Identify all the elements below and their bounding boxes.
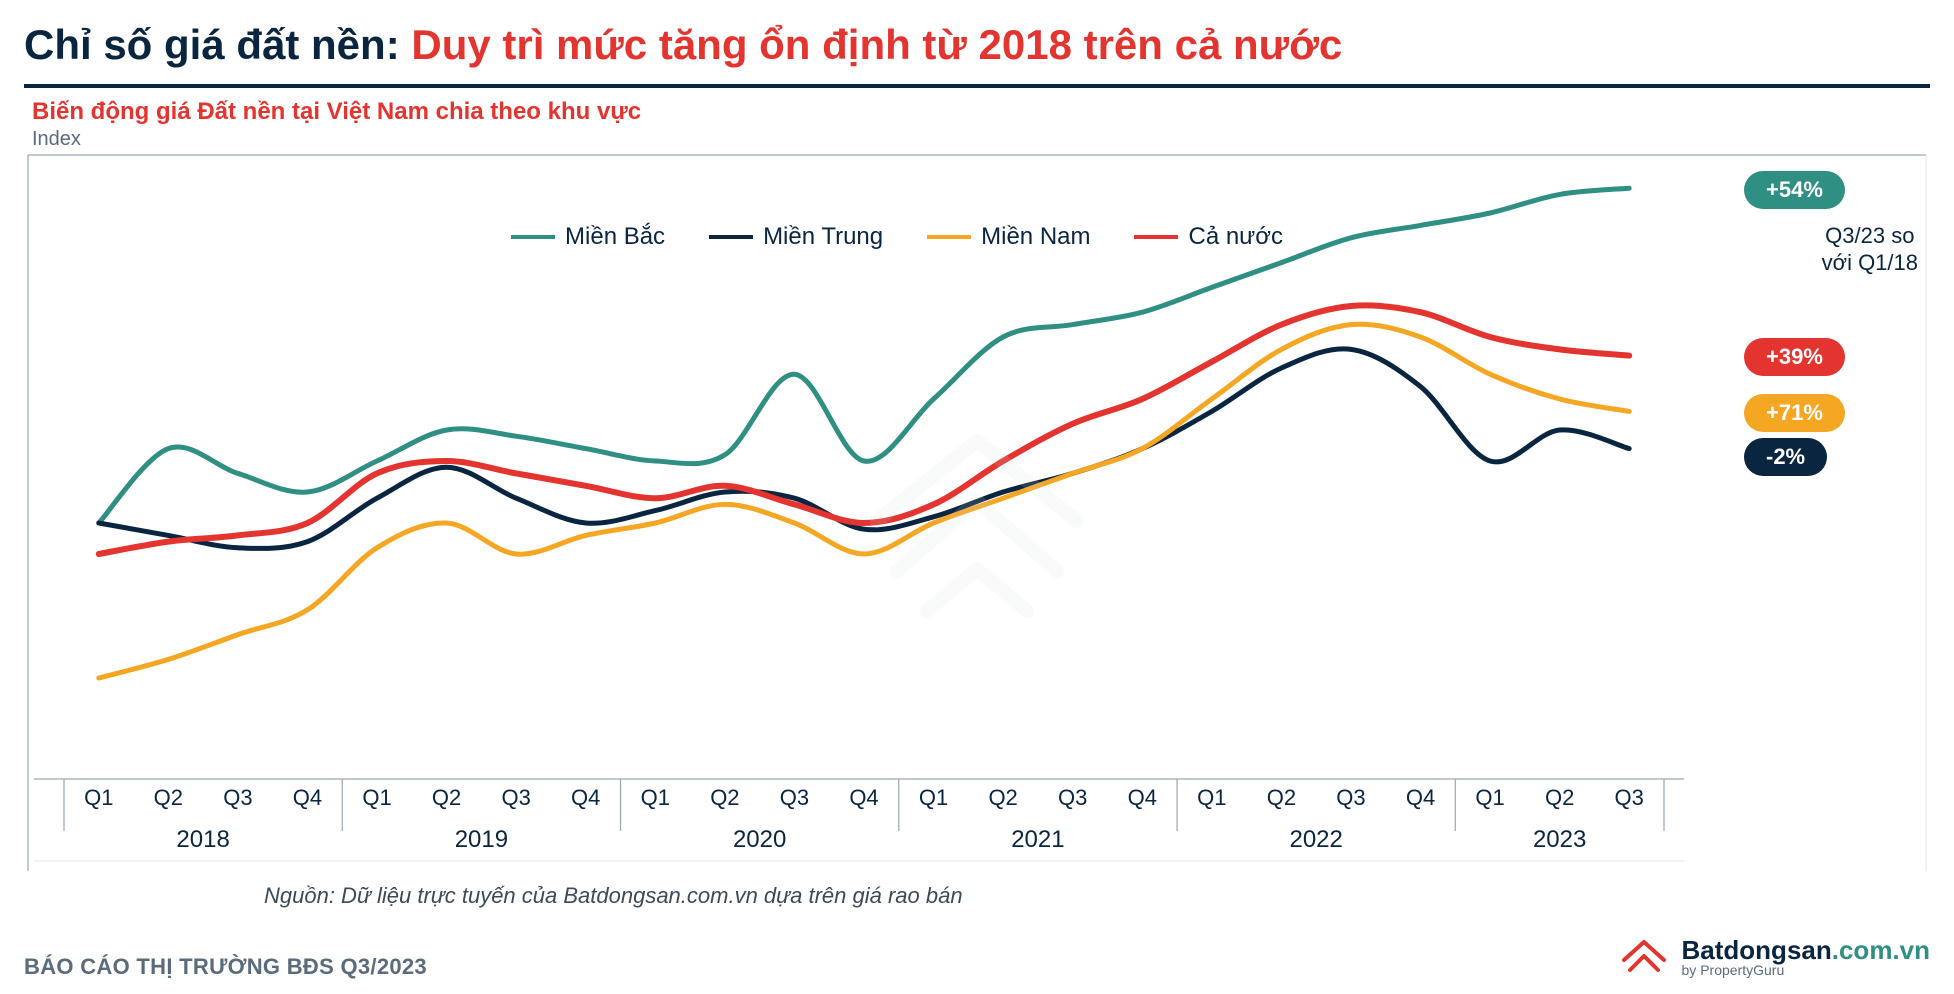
- brand-main: Batdongsan: [1682, 935, 1832, 965]
- comparison-note-l2: với Q1/18: [1822, 250, 1918, 276]
- xaxis-year: 2018: [176, 826, 229, 853]
- xaxis-quarter: Q2: [154, 785, 183, 810]
- legend-item-south: Miền Nam: [927, 223, 1090, 251]
- legend-item-central: Miền Trung: [709, 223, 883, 251]
- xaxis-quarter: Q3: [1336, 785, 1365, 810]
- comparison-note-l1: Q3/23 so: [1822, 223, 1918, 249]
- change-badge-central: -2%: [1744, 438, 1827, 476]
- source-note: Nguồn: Dữ liệu trực tuyến của Batdongsan…: [264, 883, 1930, 909]
- xaxis-quarter: Q1: [1475, 785, 1504, 810]
- title-rule: [24, 84, 1930, 88]
- xaxis-quarter: Q1: [362, 785, 391, 810]
- xaxis-quarter: Q1: [1197, 785, 1226, 810]
- xaxis-quarter: Q3: [223, 785, 252, 810]
- xaxis-quarter: Q4: [571, 785, 600, 810]
- xaxis-year: 2020: [733, 826, 786, 853]
- change-badge-north: +54%: [1744, 171, 1845, 209]
- legend-swatch: [927, 235, 971, 239]
- title-prefix: Chỉ số giá đất nền:: [24, 21, 411, 68]
- xaxis-quarter: Q2: [1267, 785, 1296, 810]
- xaxis-quarter: Q1: [919, 785, 948, 810]
- legend-item-nation: Cả nước: [1134, 223, 1283, 251]
- legend-label: Cả nước: [1188, 223, 1283, 251]
- xaxis-quarter: Q4: [1128, 785, 1157, 810]
- brand-suffix: .com.vn: [1832, 935, 1930, 965]
- xaxis-quarter: Q1: [641, 785, 670, 810]
- brand-name: Batdongsan.com.vn: [1682, 937, 1930, 963]
- xaxis-quarter: Q1: [84, 785, 113, 810]
- legend-swatch: [709, 235, 753, 239]
- xaxis-quarter: Q4: [293, 785, 322, 810]
- change-badge-south: +71%: [1744, 394, 1845, 432]
- xaxis-year: 2022: [1289, 826, 1342, 853]
- xaxis-quarter: Q3: [1615, 785, 1644, 810]
- xaxis-quarter: Q3: [780, 785, 809, 810]
- legend-label: Miền Trung: [763, 223, 883, 251]
- brand-block: Batdongsan.com.vn by PropertyGuru: [1618, 934, 1930, 980]
- xaxis-quarter: Q2: [988, 785, 1017, 810]
- xaxis-quarter: Q2: [1545, 785, 1574, 810]
- legend-label: Miền Bắc: [565, 223, 665, 251]
- chart-area: Miền Bắc Miền Trung Miền Nam Cả nước Q3/23 …: [24, 151, 1930, 871]
- xaxis-year: 2021: [1011, 826, 1064, 853]
- title-accent: Duy trì mức tăng ổn định từ 2018 trên cả…: [411, 21, 1342, 68]
- brand-logo-icon: [1618, 934, 1670, 980]
- legend-swatch: [1134, 235, 1178, 239]
- xaxis-quarter: Q3: [501, 785, 530, 810]
- xaxis-quarter: Q4: [849, 785, 878, 810]
- chart-subtitle-2: Index: [32, 128, 1930, 151]
- chart-subtitle: Biến động giá Đất nền tại Việt Nam chia …: [32, 98, 1930, 126]
- comparison-note: Q3/23 so với Q1/18: [1822, 223, 1918, 276]
- xaxis-quarter: Q2: [710, 785, 739, 810]
- legend-swatch: [511, 235, 555, 239]
- xaxis-year: 2019: [455, 826, 508, 853]
- xaxis-quarter: Q2: [432, 785, 461, 810]
- footer-report-label: BÁO CÁO THỊ TRƯỜNG BĐS Q3/2023: [24, 954, 427, 980]
- brand-subline: by PropertyGuru: [1682, 963, 1930, 977]
- change-badge-nation: +39%: [1744, 338, 1845, 376]
- footer: BÁO CÁO THỊ TRƯỜNG BĐS Q3/2023 Batdongsa…: [24, 934, 1930, 980]
- legend-label: Miền Nam: [981, 223, 1090, 251]
- legend-item-north: Miền Bắc: [511, 223, 665, 251]
- page-title: Chỉ số giá đất nền: Duy trì mức tăng ổn …: [24, 20, 1930, 70]
- watermark-icon: [847, 401, 1107, 621]
- xaxis-year: 2023: [1533, 826, 1586, 853]
- chart-legend: Miền Bắc Miền Trung Miền Nam Cả nước: [24, 223, 1770, 251]
- xaxis-quarter: Q3: [1058, 785, 1087, 810]
- xaxis-quarter: Q4: [1406, 785, 1435, 810]
